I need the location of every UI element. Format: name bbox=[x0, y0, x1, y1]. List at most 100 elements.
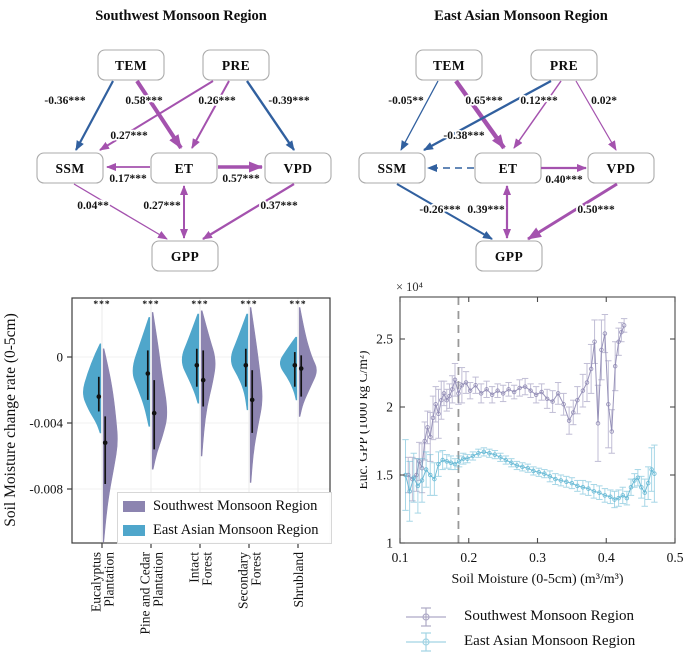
data-point bbox=[444, 397, 450, 403]
violin-plot: 0-0.004-0.008***EucalyptusPlantation***P… bbox=[2, 297, 331, 634]
data-point bbox=[550, 399, 555, 404]
x-tick-label: 0.1 bbox=[392, 550, 409, 565]
mean-dot bbox=[243, 362, 249, 368]
sem-edge-pre-ssm bbox=[99, 80, 214, 151]
axis-scale-label: × 10⁴ bbox=[396, 280, 423, 294]
errorbar-glyph bbox=[406, 631, 446, 652]
label-line: Plantation bbox=[151, 552, 166, 607]
sem-edge-vpd-gpp bbox=[527, 182, 618, 241]
data-point bbox=[423, 467, 429, 472]
data-point bbox=[525, 465, 531, 471]
data-point bbox=[444, 459, 450, 464]
data-point bbox=[419, 478, 425, 483]
label-line: Shrubland bbox=[291, 552, 306, 608]
errorbar-marker-east-asian-icon bbox=[406, 631, 446, 652]
violin-half-left-3 bbox=[230, 313, 249, 411]
data-point bbox=[430, 415, 436, 421]
data-point bbox=[448, 460, 454, 466]
data-point bbox=[422, 438, 428, 444]
glyph-circle bbox=[422, 612, 430, 621]
sem-edge-tem-ssm bbox=[75, 80, 114, 151]
data-point bbox=[649, 467, 654, 472]
data-point bbox=[580, 484, 586, 490]
sem-edge-label: -0.36*** bbox=[44, 95, 85, 107]
sem-node-box-tem bbox=[97, 49, 165, 81]
legend-label-southwest: Southwest Monsoon Region bbox=[464, 608, 635, 624]
data-point bbox=[407, 489, 412, 494]
violin-half-left-1 bbox=[132, 317, 151, 427]
data-point bbox=[528, 388, 533, 393]
violin-half-right-0 bbox=[102, 348, 118, 543]
sem-node-box-vpd bbox=[264, 152, 332, 184]
data-point bbox=[536, 470, 542, 475]
data-point bbox=[500, 391, 506, 396]
sem-edge-tem-ssm bbox=[400, 80, 439, 151]
legend-label-southwest: Southwest Monsoon Region bbox=[153, 497, 318, 514]
data-point bbox=[612, 363, 618, 369]
data-point bbox=[533, 392, 539, 398]
mean-dot bbox=[292, 362, 298, 368]
data-point bbox=[608, 494, 613, 500]
violin-half-left-0 bbox=[83, 343, 102, 434]
sem-node-label-gpp: GPP bbox=[171, 249, 199, 264]
mean-dot bbox=[298, 366, 304, 371]
data-point bbox=[511, 389, 517, 395]
data-point bbox=[652, 471, 657, 476]
data-point bbox=[632, 478, 637, 483]
mean-dot bbox=[249, 397, 255, 403]
sem-edge-tem-et bbox=[454, 79, 506, 150]
data-point bbox=[558, 478, 564, 483]
data-point bbox=[616, 339, 621, 344]
data-point bbox=[470, 453, 476, 459]
data-point bbox=[425, 425, 430, 430]
legend-item-east-asian: East Asian Monsoon Region bbox=[118, 518, 331, 542]
data-point bbox=[588, 366, 594, 372]
data-point bbox=[465, 456, 470, 461]
data-point bbox=[522, 384, 528, 389]
mean-dot bbox=[102, 440, 108, 446]
data-point bbox=[503, 457, 509, 463]
mean-dot bbox=[96, 394, 102, 399]
legend-item-southwest: Southwest Monsoon Region bbox=[118, 494, 331, 518]
y-tick-label: 1 bbox=[386, 536, 393, 551]
data-point bbox=[555, 391, 561, 396]
data-point bbox=[459, 382, 465, 388]
data-point bbox=[616, 495, 621, 501]
sem-edge-ssm-gpp bbox=[73, 183, 168, 240]
sem-edge-label: 0.27*** bbox=[143, 200, 181, 212]
data-point bbox=[531, 468, 536, 474]
sem-edge-label: -0.38*** bbox=[443, 130, 484, 142]
y-axis-label: Soil Moisture change rate (0-5cm) bbox=[2, 313, 19, 527]
violin-half-left-4 bbox=[279, 336, 298, 401]
sem-node-label-et: ET bbox=[499, 161, 518, 176]
data-point bbox=[553, 476, 558, 482]
data-point bbox=[592, 339, 597, 344]
data-point bbox=[575, 397, 580, 403]
sem-edge-pre-ssm bbox=[423, 79, 552, 152]
label-line: Eucalyptus bbox=[89, 552, 104, 612]
x-tick-label: 0.4 bbox=[598, 550, 615, 565]
x-tick-label: 0.5 bbox=[667, 550, 684, 565]
legend-item-southwest: Southwest Monsoon Region bbox=[404, 604, 635, 629]
data-point bbox=[492, 452, 498, 457]
data-point bbox=[564, 479, 569, 485]
mean-dot bbox=[145, 371, 151, 376]
sem-node-box-gpp bbox=[151, 240, 219, 272]
sem-edge-label: 0.27*** bbox=[110, 130, 148, 142]
data-point bbox=[575, 483, 580, 489]
data-point bbox=[599, 347, 604, 353]
sem-edge-label: 0.26*** bbox=[198, 95, 236, 107]
errorbar-glyph bbox=[406, 606, 446, 627]
data-point bbox=[506, 387, 511, 392]
significance-stars: *** bbox=[93, 300, 110, 310]
data-point bbox=[411, 475, 417, 480]
sem-edge-label: 0.17*** bbox=[109, 173, 147, 185]
data-point bbox=[544, 396, 550, 402]
data-point bbox=[481, 449, 487, 455]
data-point bbox=[539, 389, 544, 395]
y-axis-label: Euc. GPP (1000 kg C/m²) bbox=[360, 351, 370, 490]
significance-stars: *** bbox=[289, 300, 306, 310]
legend-item-east-asian: East Asian Monsoon Region bbox=[404, 629, 635, 654]
data-point bbox=[489, 392, 495, 398]
glyph-circle bbox=[422, 637, 430, 646]
